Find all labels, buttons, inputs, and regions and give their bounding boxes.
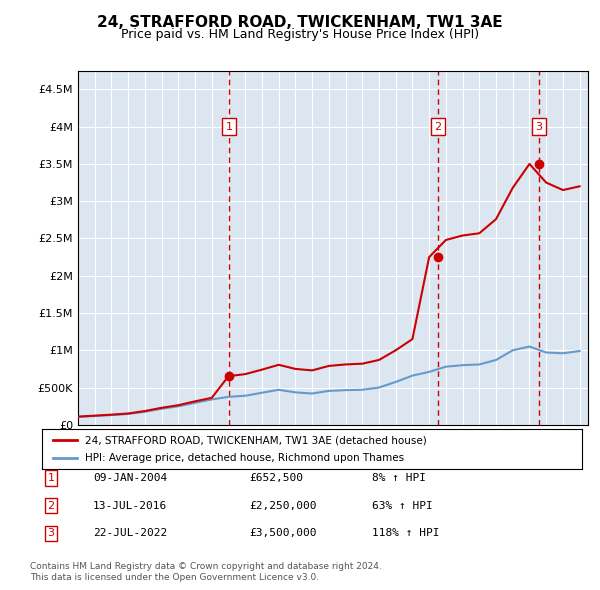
Text: 2: 2 xyxy=(434,122,442,132)
Text: 13-JUL-2016: 13-JUL-2016 xyxy=(93,501,167,510)
Text: £3,500,000: £3,500,000 xyxy=(249,529,317,538)
Text: Price paid vs. HM Land Registry's House Price Index (HPI): Price paid vs. HM Land Registry's House … xyxy=(121,28,479,41)
Text: £652,500: £652,500 xyxy=(249,473,303,483)
Text: 24, STRAFFORD ROAD, TWICKENHAM, TW1 3AE (detached house): 24, STRAFFORD ROAD, TWICKENHAM, TW1 3AE … xyxy=(85,435,427,445)
Text: 2: 2 xyxy=(47,501,55,510)
Text: Contains HM Land Registry data © Crown copyright and database right 2024.: Contains HM Land Registry data © Crown c… xyxy=(30,562,382,571)
Text: This data is licensed under the Open Government Licence v3.0.: This data is licensed under the Open Gov… xyxy=(30,573,319,582)
Text: 24, STRAFFORD ROAD, TWICKENHAM, TW1 3AE: 24, STRAFFORD ROAD, TWICKENHAM, TW1 3AE xyxy=(97,15,503,30)
Text: 8% ↑ HPI: 8% ↑ HPI xyxy=(372,473,426,483)
Text: 118% ↑ HPI: 118% ↑ HPI xyxy=(372,529,439,538)
Text: 09-JAN-2004: 09-JAN-2004 xyxy=(93,473,167,483)
Text: 3: 3 xyxy=(535,122,542,132)
Text: £2,250,000: £2,250,000 xyxy=(249,501,317,510)
Text: HPI: Average price, detached house, Richmond upon Thames: HPI: Average price, detached house, Rich… xyxy=(85,453,404,463)
Text: 63% ↑ HPI: 63% ↑ HPI xyxy=(372,501,433,510)
Text: 3: 3 xyxy=(47,529,55,538)
Text: 1: 1 xyxy=(47,473,55,483)
Text: 1: 1 xyxy=(226,122,232,132)
Text: 22-JUL-2022: 22-JUL-2022 xyxy=(93,529,167,538)
